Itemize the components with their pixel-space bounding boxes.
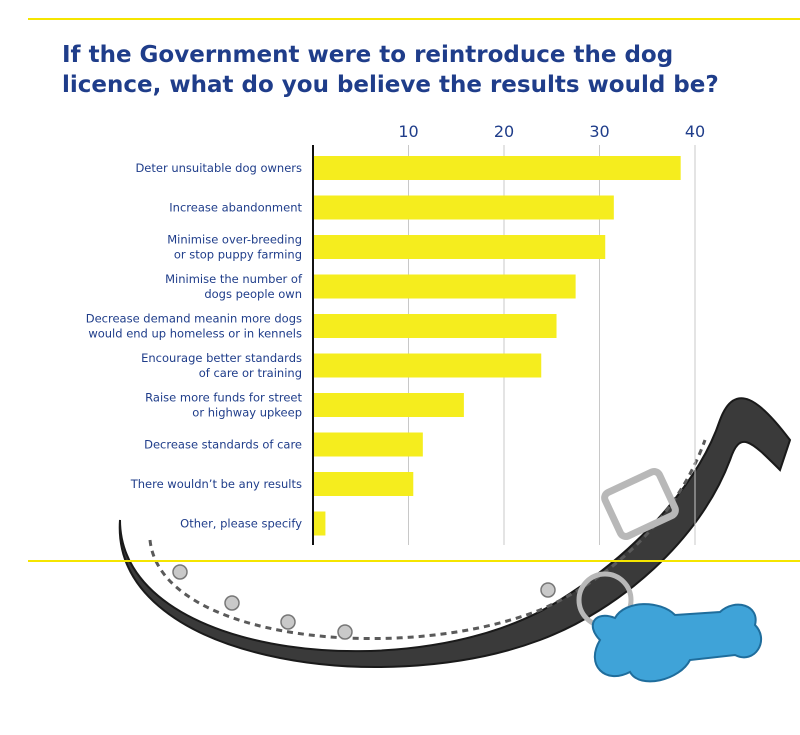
x-tick-label: 30 [589,122,609,141]
bar [313,511,326,536]
category-label: Decrease demand meanin more dogs would en… [86,312,302,341]
bottom-rule [28,560,800,562]
category-label: Increase abandonment [169,201,302,215]
category-label: Deter unsuitable dog owners [135,161,302,175]
category-label: Decrease standards of care [144,438,302,452]
bar [313,235,606,259]
x-tick-label: 20 [494,122,514,141]
x-tick-label: 40 [685,122,705,141]
dog-collar-illustration [118,397,792,683]
category-label: Minimise the number of dogs people own [165,272,303,301]
category-label: Other, please specify [180,517,302,531]
category-label: Minimise over-breeding or stop puppy farm… [167,233,302,262]
category-label: There wouldn’t be any results [130,477,302,491]
bar [313,353,542,378]
bar [313,472,414,496]
chart-title: If the Government were to reintroduce th… [62,42,719,98]
x-tick-label: 10 [398,122,418,141]
bar [313,195,614,220]
bar [313,393,464,417]
bar [313,274,576,299]
bar [313,156,681,180]
bar [313,314,557,338]
category-label: Raise more funds for street or highway up… [145,391,302,420]
bar [313,432,423,457]
top-rule [28,18,800,20]
category-label: Encourage better standards of care or tra… [141,351,302,380]
